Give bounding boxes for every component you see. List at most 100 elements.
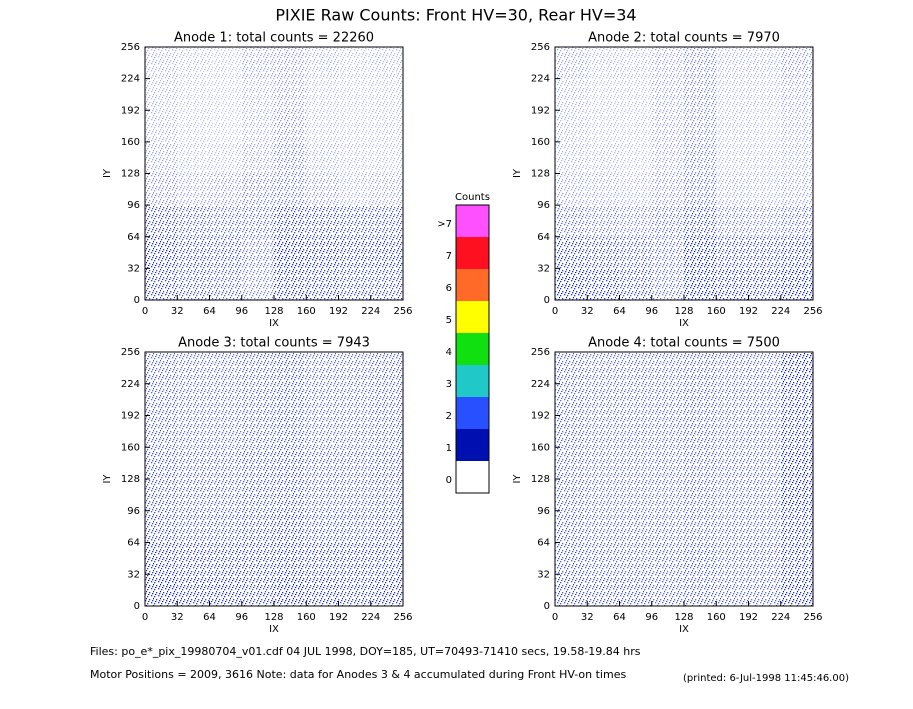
count-cell: [177, 268, 210, 300]
count-cell: [716, 78, 749, 111]
count-cell: [619, 479, 652, 511]
count-cell: [145, 141, 178, 174]
x-tick-label: 0: [142, 612, 148, 623]
count-cell: [587, 78, 620, 111]
count-cell: [338, 110, 371, 142]
x-tick-label: 96: [235, 612, 248, 623]
count-cell: [145, 383, 178, 416]
x-tick-label: 0: [552, 306, 558, 317]
count-cell: [716, 447, 749, 479]
count-cell: [780, 110, 813, 142]
count-cell: [748, 141, 781, 174]
count-cell: [338, 205, 371, 237]
count-cell: [177, 415, 210, 448]
count-cell: [241, 141, 274, 174]
count-cell: [274, 383, 307, 416]
x-tick-label: 64: [613, 612, 626, 623]
count-cell: [587, 383, 620, 416]
count-cell: [370, 510, 403, 543]
count-cell: [338, 415, 371, 448]
count-cell: [651, 415, 684, 448]
count-cell: [651, 141, 684, 174]
count-cell: [748, 47, 781, 79]
count-cell: [274, 236, 307, 269]
count-cell: [555, 173, 588, 206]
count-cell: [587, 542, 620, 575]
count-cell: [555, 542, 588, 575]
count-cell: [651, 542, 684, 575]
count-cell: [370, 236, 403, 269]
count-cell: [209, 173, 242, 206]
colorbar-swatch: [456, 365, 489, 397]
x-tick-label: 224: [771, 306, 790, 317]
colorbar-label: 5: [446, 315, 452, 326]
x-tick-label: 96: [235, 306, 248, 317]
count-cell: [684, 78, 717, 111]
count-cell: [306, 447, 339, 479]
count-cell: [587, 236, 620, 269]
count-cell: [241, 542, 274, 575]
count-cell: [177, 205, 210, 237]
colorbar-swatch: [456, 333, 489, 365]
count-cell: [684, 47, 717, 79]
count-cell: [177, 78, 210, 111]
count-cell: [338, 236, 371, 269]
count-cell: [780, 47, 813, 79]
count-cell: [748, 110, 781, 142]
count-cell: [748, 352, 781, 384]
count-cell: [370, 415, 403, 448]
count-cell: [555, 78, 588, 111]
count-cell: [306, 383, 339, 416]
colorbar-label: 6: [446, 283, 452, 294]
count-cell: [338, 47, 371, 79]
x-tick-label: 160: [707, 612, 726, 623]
x-tick-label: 160: [707, 306, 726, 317]
count-cell: [274, 173, 307, 206]
count-cell: [716, 574, 749, 606]
count-cell: [748, 510, 781, 543]
panel-title: Anode 2: total counts = 7970: [588, 31, 780, 46]
y-tick-label: 256: [121, 42, 140, 53]
count-cell: [716, 383, 749, 416]
count-cell: [209, 383, 242, 416]
y-tick-label: 32: [127, 263, 140, 274]
count-cell: [370, 47, 403, 79]
count-cell: [748, 447, 781, 479]
x-tick-label: 224: [771, 612, 790, 623]
count-cell: [241, 236, 274, 269]
count-cell: [587, 415, 620, 448]
count-cell: [780, 479, 813, 511]
colorbar-frame: [455, 204, 490, 494]
y-tick-label: 128: [531, 169, 550, 180]
count-cell: [555, 47, 588, 79]
colorbar-swatch: [456, 397, 489, 429]
count-cell: [780, 352, 813, 384]
count-cell: [780, 205, 813, 237]
count-cell: [306, 110, 339, 142]
count-cell: [716, 542, 749, 575]
x-tick-label: 160: [297, 306, 316, 317]
x-tick-label: 160: [297, 612, 316, 623]
count-cell: [145, 574, 178, 606]
count-cell: [619, 352, 652, 384]
count-cell: [177, 479, 210, 511]
y-tick-label: 256: [531, 42, 550, 53]
count-cell: [177, 383, 210, 416]
count-cell: [241, 47, 274, 79]
count-cell: [748, 173, 781, 206]
x-tick-label: 192: [739, 612, 758, 623]
x-tick-label: 32: [171, 612, 184, 623]
count-cell: [619, 510, 652, 543]
y-tick-label: 224: [121, 379, 140, 390]
y-tick-label: 64: [537, 232, 550, 243]
count-cell: [555, 415, 588, 448]
count-cell: [716, 510, 749, 543]
y-tick-label: 192: [121, 105, 140, 116]
count-cell: [684, 173, 717, 206]
colorbar-label: 2: [446, 411, 452, 422]
count-cell: [145, 479, 178, 511]
x-tick-label: 32: [581, 306, 594, 317]
count-cell: [241, 447, 274, 479]
colorbar-swatch: [456, 461, 489, 493]
y-tick-label: 0: [134, 295, 140, 306]
